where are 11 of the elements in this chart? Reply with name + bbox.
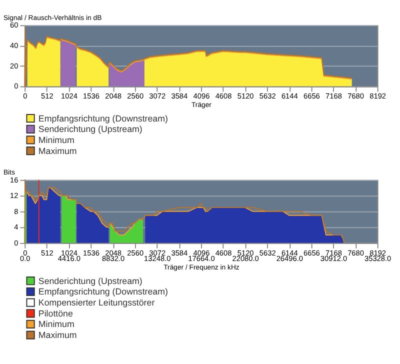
legend-label: Minimum — [38, 319, 74, 330]
legend-label: Empfangsrichtung (Downstream) — [38, 113, 168, 124]
legend-label: Maximum — [38, 146, 77, 156]
legend-label: Senderichtung (Upstream) — [38, 276, 142, 286]
legend-label: Kompensierter Leitungsstörer — [38, 298, 155, 308]
legend-label: Pilottöne — [38, 308, 73, 318]
legend-label: Minimum — [38, 134, 74, 145]
legend-label: Senderichtung (Upstream) — [38, 124, 142, 134]
line-series — [24, 26, 352, 87]
legend-label: Maximum — [38, 330, 77, 340]
legend-label: Empfangsrichtung (Downstream) — [38, 286, 168, 297]
